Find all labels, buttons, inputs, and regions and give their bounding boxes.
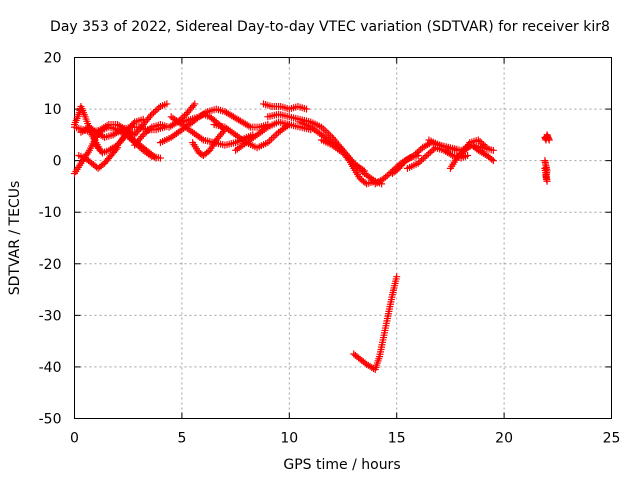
data-point bbox=[474, 136, 482, 144]
data-point bbox=[153, 106, 161, 114]
data-track bbox=[350, 273, 401, 374]
y-tick-label: 20 bbox=[44, 51, 62, 67]
data-point bbox=[191, 100, 199, 108]
x-tick-labels: 0 5 10 15 20 25 bbox=[70, 431, 620, 447]
data-point bbox=[413, 148, 421, 156]
data-point bbox=[144, 126, 152, 134]
data-point bbox=[423, 151, 431, 159]
data-point bbox=[146, 112, 154, 120]
data-point bbox=[139, 115, 147, 123]
data-point bbox=[155, 104, 163, 112]
data-point bbox=[428, 147, 436, 155]
data-point bbox=[464, 151, 472, 159]
data-point bbox=[488, 155, 496, 163]
data-point bbox=[416, 158, 424, 166]
data-point bbox=[116, 138, 124, 146]
x-axis-label: GPS time / hours bbox=[283, 457, 400, 473]
data-point bbox=[476, 138, 484, 146]
data-point bbox=[478, 139, 486, 147]
data-point bbox=[179, 113, 187, 121]
y-tick-label: -10 bbox=[39, 205, 62, 221]
data-track bbox=[75, 144, 121, 172]
data-track bbox=[71, 100, 171, 139]
data-point bbox=[269, 133, 277, 141]
x-tick-label: 20 bbox=[495, 431, 513, 447]
data-point bbox=[103, 122, 111, 130]
data-point bbox=[424, 150, 432, 158]
data-point bbox=[141, 129, 149, 137]
data-point bbox=[479, 141, 487, 149]
data-point bbox=[302, 105, 310, 113]
x-tick-label: 25 bbox=[603, 431, 621, 447]
data-point bbox=[382, 173, 390, 181]
y-tick-label: 10 bbox=[44, 102, 62, 118]
data-track bbox=[189, 126, 229, 159]
y-axis-label: SDTVAR / TECUs bbox=[7, 181, 23, 296]
data-point bbox=[143, 128, 151, 136]
data-point bbox=[151, 153, 159, 161]
data-point bbox=[541, 164, 549, 172]
data-point bbox=[410, 151, 418, 159]
data-point bbox=[245, 122, 253, 130]
y-tick-labels: -50 -40 -30 -20 -10 0 10 20 bbox=[39, 51, 62, 428]
data-point bbox=[163, 100, 171, 108]
data-point bbox=[415, 147, 423, 155]
data-point bbox=[138, 133, 146, 141]
data-point bbox=[447, 150, 455, 158]
data-point bbox=[489, 146, 497, 154]
y-tick-label: -20 bbox=[39, 257, 62, 273]
x-tick-label: 15 bbox=[388, 431, 406, 447]
data-point bbox=[146, 125, 154, 133]
data-point bbox=[267, 135, 275, 143]
data-point bbox=[189, 102, 197, 110]
data-point bbox=[489, 157, 497, 165]
data-point bbox=[150, 109, 158, 117]
y-tick-label: -50 bbox=[39, 412, 62, 428]
data-point bbox=[393, 273, 401, 281]
x-tick-label: 10 bbox=[280, 431, 298, 447]
data-point bbox=[414, 159, 422, 167]
y-tick-label: -30 bbox=[39, 308, 62, 324]
data-track bbox=[120, 128, 160, 162]
data-track bbox=[457, 136, 491, 159]
y-tick-label: -40 bbox=[39, 360, 62, 376]
data-point bbox=[151, 107, 159, 115]
data-point bbox=[545, 136, 553, 144]
data-points bbox=[71, 100, 553, 374]
data-point bbox=[380, 175, 388, 183]
data-point bbox=[483, 144, 491, 152]
data-track bbox=[541, 157, 551, 185]
data-track bbox=[541, 131, 553, 144]
data-track bbox=[260, 100, 310, 113]
data-point bbox=[412, 150, 420, 158]
data-track bbox=[318, 136, 379, 188]
data-point bbox=[361, 179, 369, 187]
data-point bbox=[148, 110, 156, 118]
data-point bbox=[426, 148, 434, 156]
data-point bbox=[139, 131, 147, 139]
chart-title: Day 353 of 2022, Sidereal Day-to-day VTE… bbox=[50, 19, 610, 35]
y-tick-label: 0 bbox=[53, 154, 62, 170]
data-track bbox=[178, 105, 272, 131]
data-point bbox=[202, 109, 210, 117]
x-tick-label: 5 bbox=[177, 431, 186, 447]
data-point bbox=[418, 156, 426, 164]
data-point bbox=[152, 154, 160, 162]
data-point bbox=[421, 153, 429, 161]
x-tick-label: 0 bbox=[70, 431, 79, 447]
data-point bbox=[430, 145, 438, 153]
data-point bbox=[129, 130, 137, 138]
data-point bbox=[481, 142, 489, 150]
data-point bbox=[271, 132, 279, 140]
data-point bbox=[219, 127, 227, 135]
data-point bbox=[383, 172, 391, 180]
plot-frame bbox=[74, 57, 612, 419]
data-point bbox=[419, 155, 427, 163]
